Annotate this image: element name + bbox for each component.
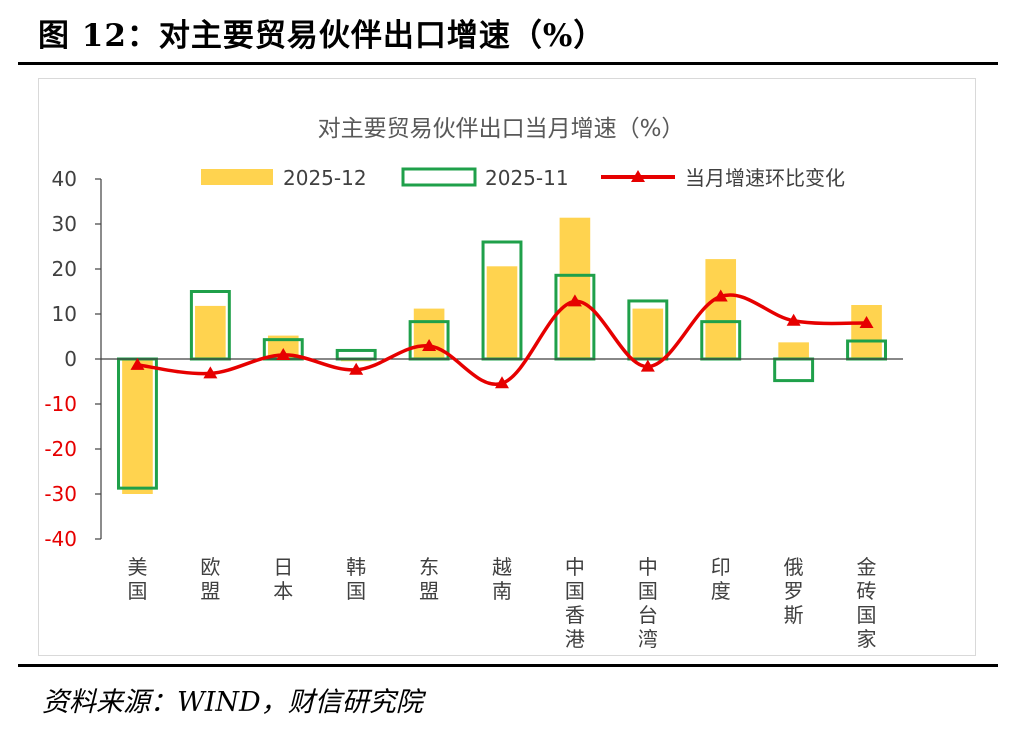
legend-swatch-dec (201, 169, 273, 185)
line-point-0 (130, 357, 145, 370)
y-tick-label: -10 (44, 392, 77, 416)
bar-2025-11-9 (773, 357, 815, 383)
y-axis: 40 30 20 10 0 -10 -20 -30 -40 (44, 167, 102, 551)
x-category-label: 越南 (492, 555, 512, 603)
x-category-label: 韩国 (346, 555, 366, 603)
line-point-8 (713, 289, 728, 302)
x-category-label: 美国 (127, 555, 147, 603)
bar-2025-12-6 (559, 217, 591, 359)
chart-frame: 对主要贸易伙伴出口当月增速（%） 2025-12 2025-11 当月增速环比变… (38, 78, 976, 656)
source-note: 资料来源：WIND，财信研究院 (42, 687, 423, 718)
x-category-label: 印度 (711, 555, 731, 603)
bar-2025-12-2 (267, 335, 299, 359)
bar-2025-11-3 (335, 348, 377, 361)
line-mom-change (137, 293, 867, 386)
bar-2025-12-0 (122, 359, 153, 494)
legend: 2025-12 2025-11 当月增速环比变化 (201, 166, 845, 190)
line-point-1 (203, 366, 218, 379)
top-rule (18, 62, 998, 65)
y-tick-label: -20 (44, 437, 77, 461)
legend-line-marker (631, 170, 645, 182)
chart-title: 对主要贸易伙伴出口当月增速（%） (318, 116, 685, 142)
legend-swatch-nov (401, 167, 477, 187)
y-tick-label: 10 (52, 302, 77, 326)
line-point-9 (786, 313, 801, 326)
x-axis: 美国 欧盟 日本 韩国 东盟 越南 中国香港 中国台湾 印度 俄罗斯 金砖国家 (101, 358, 903, 651)
bar-2025-12-5 (486, 266, 518, 359)
x-category-label: 中国台湾 (638, 555, 658, 651)
line-point-4 (422, 338, 437, 351)
y-tick-label: 20 (52, 257, 77, 281)
y-tick-label: 40 (52, 167, 77, 191)
legend-label-dec: 2025-12 (283, 166, 367, 190)
series-mom-change (130, 289, 874, 389)
y-tick-label: 0 (64, 347, 77, 371)
y-tick-label: -40 (44, 527, 77, 551)
bar-2025-12-4 (413, 308, 445, 359)
line-point-10 (859, 316, 874, 328)
x-category-label: 俄罗斯 (784, 555, 804, 627)
bar-2025-12-1 (195, 305, 226, 359)
chart: 对主要贸易伙伴出口当月增速（%） 2025-12 2025-11 当月增速环比变… (44, 116, 903, 651)
x-category-label: 欧盟 (200, 555, 220, 603)
figure-title: 图 12：对主要贸易伙伴出口增速（%） (38, 18, 606, 54)
y-tick-label: 30 (52, 212, 77, 236)
x-category-label: 日本 (273, 555, 293, 603)
line-point-2 (276, 347, 291, 360)
bottom-rule (18, 664, 998, 667)
line-point-3 (349, 362, 364, 375)
line-point-5 (495, 376, 509, 389)
legend-label-line: 当月增速环比变化 (685, 166, 845, 190)
bar-2025-12-8 (705, 259, 737, 359)
bar-2025-12-7 (632, 308, 664, 359)
line-point-7 (640, 359, 655, 372)
legend-label-nov: 2025-11 (485, 166, 569, 190)
bar-2025-12-9 (778, 342, 809, 359)
y-tick-label: -30 (44, 482, 77, 506)
x-category-label: 东盟 (419, 555, 439, 603)
line-point-6 (567, 294, 582, 307)
x-category-label: 中国香港 (565, 555, 585, 651)
bar-2025-12-10 (851, 305, 882, 359)
x-category-label: 金砖国家 (857, 555, 877, 651)
series-2025-12 (122, 217, 882, 494)
